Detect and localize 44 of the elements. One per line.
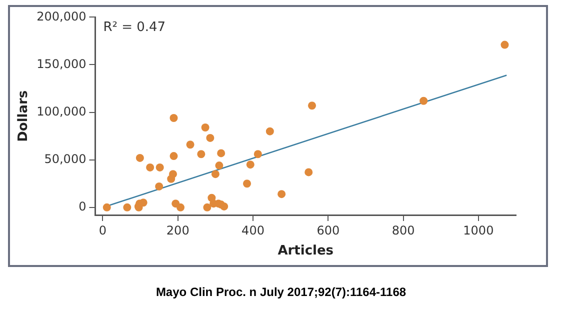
- point: [211, 170, 220, 178]
- x-tick-label: 600: [316, 223, 340, 238]
- point: [243, 180, 252, 188]
- y-tick-label: 200,000: [36, 9, 86, 24]
- point: [146, 163, 154, 172]
- point: [220, 202, 228, 210]
- y-tick-label: 50,000: [44, 152, 86, 166]
- text: Mayo Clin Proc. n July 2017;92(7):1164-1168: [154, 285, 408, 299]
- point: [136, 154, 144, 162]
- point: [197, 150, 206, 158]
- x-tick-label: 800: [392, 223, 415, 238]
- point: [206, 134, 214, 142]
- x-tick-label: 200: [166, 223, 190, 238]
- point: [139, 198, 148, 207]
- point: [500, 40, 509, 49]
- point: [203, 203, 212, 212]
- point: [215, 162, 224, 170]
- point: [186, 140, 194, 149]
- point: [246, 160, 254, 169]
- y-tick-label: 150,000: [36, 56, 86, 71]
- x-tick-label: 1000: [463, 223, 494, 238]
- y-axis-title: Dollars: [16, 90, 32, 142]
- x-tick-label: 0: [98, 223, 107, 238]
- point: [176, 203, 185, 212]
- y-tick-label: 0: [78, 200, 86, 214]
- point: [254, 150, 262, 158]
- point: [420, 96, 428, 105]
- point: [266, 127, 274, 136]
- point: [167, 174, 176, 183]
- point: [102, 203, 111, 212]
- y-tick-label: 100,000: [36, 104, 86, 118]
- point: [155, 182, 164, 190]
- point: [304, 168, 313, 176]
- point: [156, 163, 164, 172]
- point: [170, 114, 178, 122]
- point: [308, 102, 316, 110]
- annotation: R² = 0.47: [103, 20, 166, 36]
- x-tick-label: 400: [242, 223, 264, 238]
- point: [217, 149, 226, 158]
- point: [170, 152, 178, 160]
- point: [278, 190, 286, 198]
- x-axis-title: Articles: [278, 244, 334, 259]
- point: [201, 124, 210, 132]
- point: [123, 203, 132, 212]
